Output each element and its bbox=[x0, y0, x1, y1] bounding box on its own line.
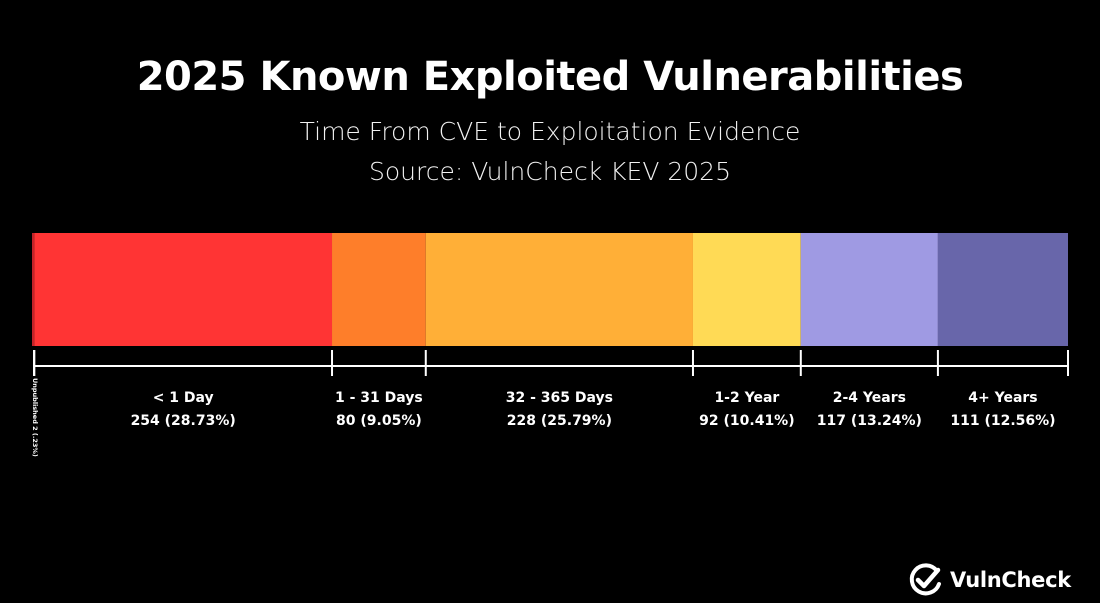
segment-value-label: 228 (25.79%) bbox=[507, 413, 612, 429]
bar-segment-5 bbox=[800, 233, 938, 346]
segment-value-label: 117 (13.24%) bbox=[817, 413, 922, 429]
brand-logo: VulnCheck bbox=[908, 562, 1078, 598]
segment-value-label: 254 (28.73%) bbox=[131, 413, 236, 429]
bar-segment-3 bbox=[425, 233, 693, 346]
segment-value-label: 80 (9.05%) bbox=[336, 413, 422, 429]
checkmark-badge-icon bbox=[909, 563, 941, 596]
segment-label-unpublished: Unpublished 2 (.23%) bbox=[31, 378, 39, 457]
segment-value-label: 111 (12.56%) bbox=[950, 413, 1055, 429]
bar-segment-4 bbox=[692, 233, 801, 346]
segment-category-label: 4+ Years bbox=[968, 390, 1037, 406]
chart-subtitle: Time From CVE to Exploitation Evidence bbox=[299, 117, 801, 146]
segment-value-label: 92 (10.41%) bbox=[699, 413, 794, 429]
segment-category-label: 1 - 31 Days bbox=[335, 390, 423, 406]
bar-segment-1 bbox=[34, 233, 333, 346]
bar-segment-0 bbox=[32, 233, 35, 346]
chart-source: Source: VulnCheck KEV 2025 bbox=[369, 157, 731, 186]
chart-title: 2025 Known Exploited Vulnerabilities bbox=[136, 54, 964, 100]
bar-segment-6 bbox=[937, 233, 1068, 346]
segment-category-label: < 1 Day bbox=[153, 390, 214, 406]
segment-category-label: 32 - 365 Days bbox=[506, 390, 613, 406]
segment-category-label: 1-2 Year bbox=[714, 390, 779, 406]
segment-category-label: 2-4 Years bbox=[833, 390, 906, 406]
bar-segment-2 bbox=[332, 233, 426, 346]
brand-name: VulnCheck bbox=[950, 568, 1071, 592]
